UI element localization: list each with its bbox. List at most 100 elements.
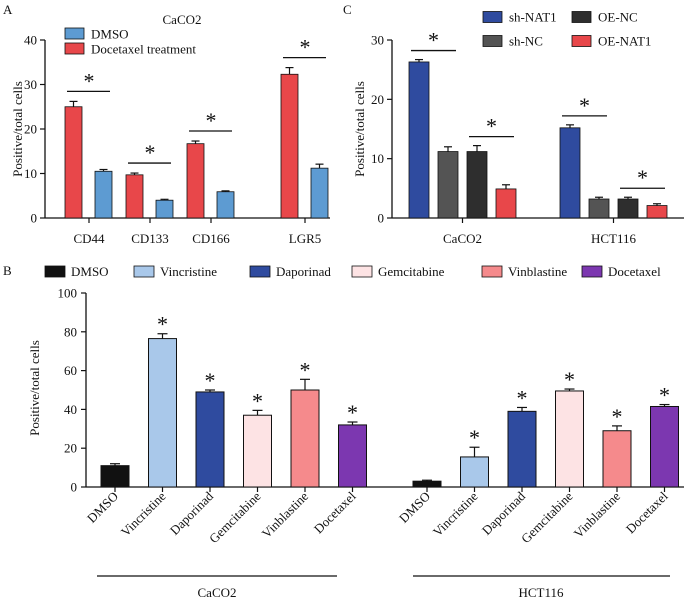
panel-c-y-tick-label: 30 (371, 33, 384, 48)
panel-c-chart: 0 10 20 30 CaCO2 * * HCT116 * * sh-NAT1 OE-NC sh-NC O… (371, 10, 684, 246)
panel-b-y-tick-label: 40 (64, 402, 77, 417)
panel-c-bar (466, 151, 488, 219)
panel-b-group-label-hct116: HCT116 (518, 585, 564, 600)
panel-a-bar (64, 106, 83, 219)
panel-a-bar (216, 191, 235, 219)
panel-b-bar (602, 430, 632, 488)
panel-b-x-tick-label: DMSO (84, 489, 121, 526)
panel-b-legend-label: Docetaxel (608, 264, 661, 279)
panel-c-significance-star: * (637, 165, 648, 190)
panel-a-y-label: Positive/total cells (10, 81, 25, 177)
panel-b-x-tick-label: Docetaxel (311, 488, 359, 536)
panel-b-legend-label: DMSO (71, 264, 109, 279)
panel-c-bar (437, 151, 459, 219)
panel-c-legend-label: OE-NAT1 (598, 34, 651, 49)
panel-c-legend-swatch (571, 11, 592, 23)
panel-b-legend-label: Gemcitabine (378, 264, 445, 279)
panel-b-significance-star: * (517, 385, 528, 410)
panel-b-legend-label: Daporinad (276, 264, 331, 279)
panel-a-bar (280, 73, 299, 219)
panel-c-significance-star: * (428, 28, 439, 53)
panel-b-chart: 0 20 40 60 80 100 DMSO * Vincristine * Daporinad * G… (44, 264, 684, 546)
panel-c-legend-swatch (571, 35, 592, 47)
panel-c-letter: C (343, 2, 352, 17)
panel-b-y-tick-label: 20 (64, 441, 77, 456)
panel-b-bar (460, 456, 489, 488)
panel-a-x-tick-label: CD166 (192, 231, 230, 246)
panel-a-y-tick-label: 20 (24, 122, 37, 137)
panel-b-legend-label: Vinblastine (508, 264, 567, 279)
panel-b-legend-swatch (351, 265, 373, 278)
panel-a-significance-star: * (145, 140, 156, 165)
panel-c-bar (617, 198, 639, 219)
panel-b-legend-label: Vincristine (160, 264, 217, 279)
panel-b-bar (507, 410, 537, 488)
panel-b-significance-star: * (564, 367, 575, 392)
panel-c-legend-label: sh-NC (509, 34, 543, 49)
panel-b-x-tick-label: Daporinad (167, 488, 217, 538)
panel-c-y-tick-label: 10 (371, 151, 384, 166)
panel-b-bar (148, 338, 177, 488)
panel-a-bar (125, 174, 144, 219)
panel-a-legend-label: Docetaxel treatment (91, 42, 196, 57)
panel-a-y-tick-label: 0 (31, 211, 38, 226)
panel-b-significance-star: * (612, 404, 623, 429)
panel-c-significance-star: * (486, 114, 497, 139)
panel-c-legend-label: sh-NAT1 (509, 10, 557, 25)
panel-a-y-tick-label: 10 (24, 166, 37, 181)
panel-b-legend-swatch (481, 265, 503, 278)
panel-b-significance-star: * (469, 425, 480, 450)
panel-b-x-tick-label: Daporinad (479, 488, 529, 538)
panel-c-bar (408, 61, 430, 219)
panel-a-significance-star: * (84, 68, 95, 93)
panel-b-bar (290, 389, 320, 488)
panel-b-bar (195, 391, 225, 488)
panel-b-y-tick-label: 100 (58, 286, 78, 301)
panel-a-legend-swatch (64, 27, 85, 40)
panel-b-bar (412, 480, 442, 488)
panel-b-bar (100, 465, 130, 488)
panel-c-bar (588, 198, 610, 219)
panel-c-x-tick-label: HCT116 (591, 231, 637, 246)
panel-b-significance-star: * (659, 383, 670, 408)
panel-b-group-label-caco2: CaCO2 (198, 585, 237, 600)
panel-b-x-tick-label: Gemcitabine (518, 488, 576, 546)
panel-c-y-tick-label: 0 (378, 211, 385, 226)
panel-a-letter: A (3, 2, 13, 17)
panel-c-bar (646, 205, 668, 219)
panel-b-x-tick-label: Vinblastine (571, 488, 624, 541)
panel-a-x-tick-label: CD133 (131, 231, 169, 246)
panel-a-significance-star: * (206, 108, 217, 133)
panel-c-x-tick-label: CaCO2 (443, 231, 482, 246)
panel-b-significance-star: * (252, 388, 263, 413)
panel-b-y-tick-label: 60 (64, 363, 77, 378)
panel-a-chart: 0 10 20 30 40 CD44 * CD133 * CD166 * LGR5 * DMSODocet… (24, 27, 330, 246)
panel-c-significance-star: * (579, 93, 590, 118)
panel-b-x-tick-label: Gemcitabine (206, 488, 264, 546)
panel-b-bar (555, 390, 584, 488)
panel-c-legend-swatch (482, 11, 503, 23)
panel-a-title: CaCO2 (163, 12, 202, 27)
panel-b-letter: B (3, 263, 12, 278)
panel-b-legend-swatch (581, 265, 603, 278)
panel-b-legend-swatch (44, 265, 66, 278)
panel-a-bar (310, 167, 329, 219)
panel-a-x-tick-label: LGR5 (289, 231, 322, 246)
panel-b-x-tick-label: Docetaxel (623, 488, 671, 536)
panel-a-bar (186, 143, 205, 219)
panel-b-bar (243, 414, 272, 488)
panel-a-bar (94, 170, 113, 219)
panel-b-y-tick-label: 80 (64, 324, 77, 339)
panel-c-y-tick-label: 20 (371, 92, 384, 107)
panel-a-y-tick-label: 40 (24, 33, 37, 48)
panel-a-legend-swatch (64, 42, 85, 55)
panel-b-x-tick-label: Vincristine (430, 488, 481, 539)
panel-b-legend-swatch (133, 265, 155, 278)
panel-b-significance-star: * (347, 400, 358, 425)
panel-b-x-tick-label: Vinblastine (259, 488, 312, 541)
panel-a-y-tick-label: 30 (24, 77, 37, 92)
panel-b-bar (650, 405, 679, 488)
panel-c-legend-swatch (482, 35, 503, 47)
panel-a-x-tick-label: CD44 (73, 231, 105, 246)
